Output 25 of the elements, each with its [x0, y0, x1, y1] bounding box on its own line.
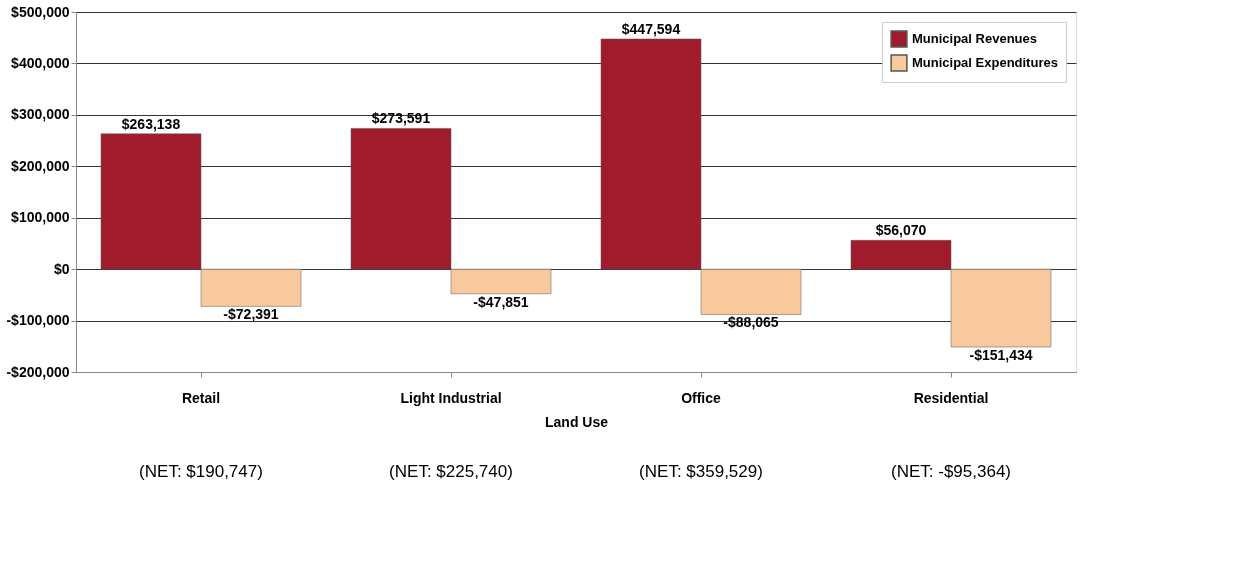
data-label: -$47,851: [473, 293, 529, 310]
legend-label: Municipal Revenues: [912, 31, 1037, 46]
x-tick-label: Light Industrial: [400, 389, 502, 406]
x-axis-title: Land Use: [544, 413, 609, 430]
data-label: -$72,391: [223, 306, 279, 323]
x-tick-label: Residential: [913, 389, 989, 406]
x-tick-label: Office: [681, 389, 722, 406]
x-tick-label: Retail: [181, 389, 221, 406]
y-tick-label: $100,000: [11, 209, 70, 226]
legend-label: Municipal Expenditures: [912, 55, 1058, 70]
data-label: $263,138: [121, 115, 181, 132]
y-tick-label: $0: [53, 260, 70, 277]
text: (NET: $190,747): [139, 462, 263, 481]
data-label: -$151,434: [969, 347, 1033, 364]
data-label: $56,070: [875, 222, 927, 239]
y-tick-label: -$200,000: [6, 363, 70, 380]
text: (NET: -$95,364): [891, 462, 1011, 481]
y-tick-label: $400,000: [11, 54, 70, 71]
y-tick-label: $200,000: [11, 157, 70, 174]
y-tick-label: -$100,000: [6, 312, 70, 329]
y-tick-label: $500,000: [11, 3, 70, 20]
text: (NET: $359,529): [639, 462, 763, 481]
data-label: $447,594: [621, 20, 681, 37]
text: (NET: $225,740): [389, 462, 513, 481]
y-tick-label: $300,000: [11, 106, 70, 123]
